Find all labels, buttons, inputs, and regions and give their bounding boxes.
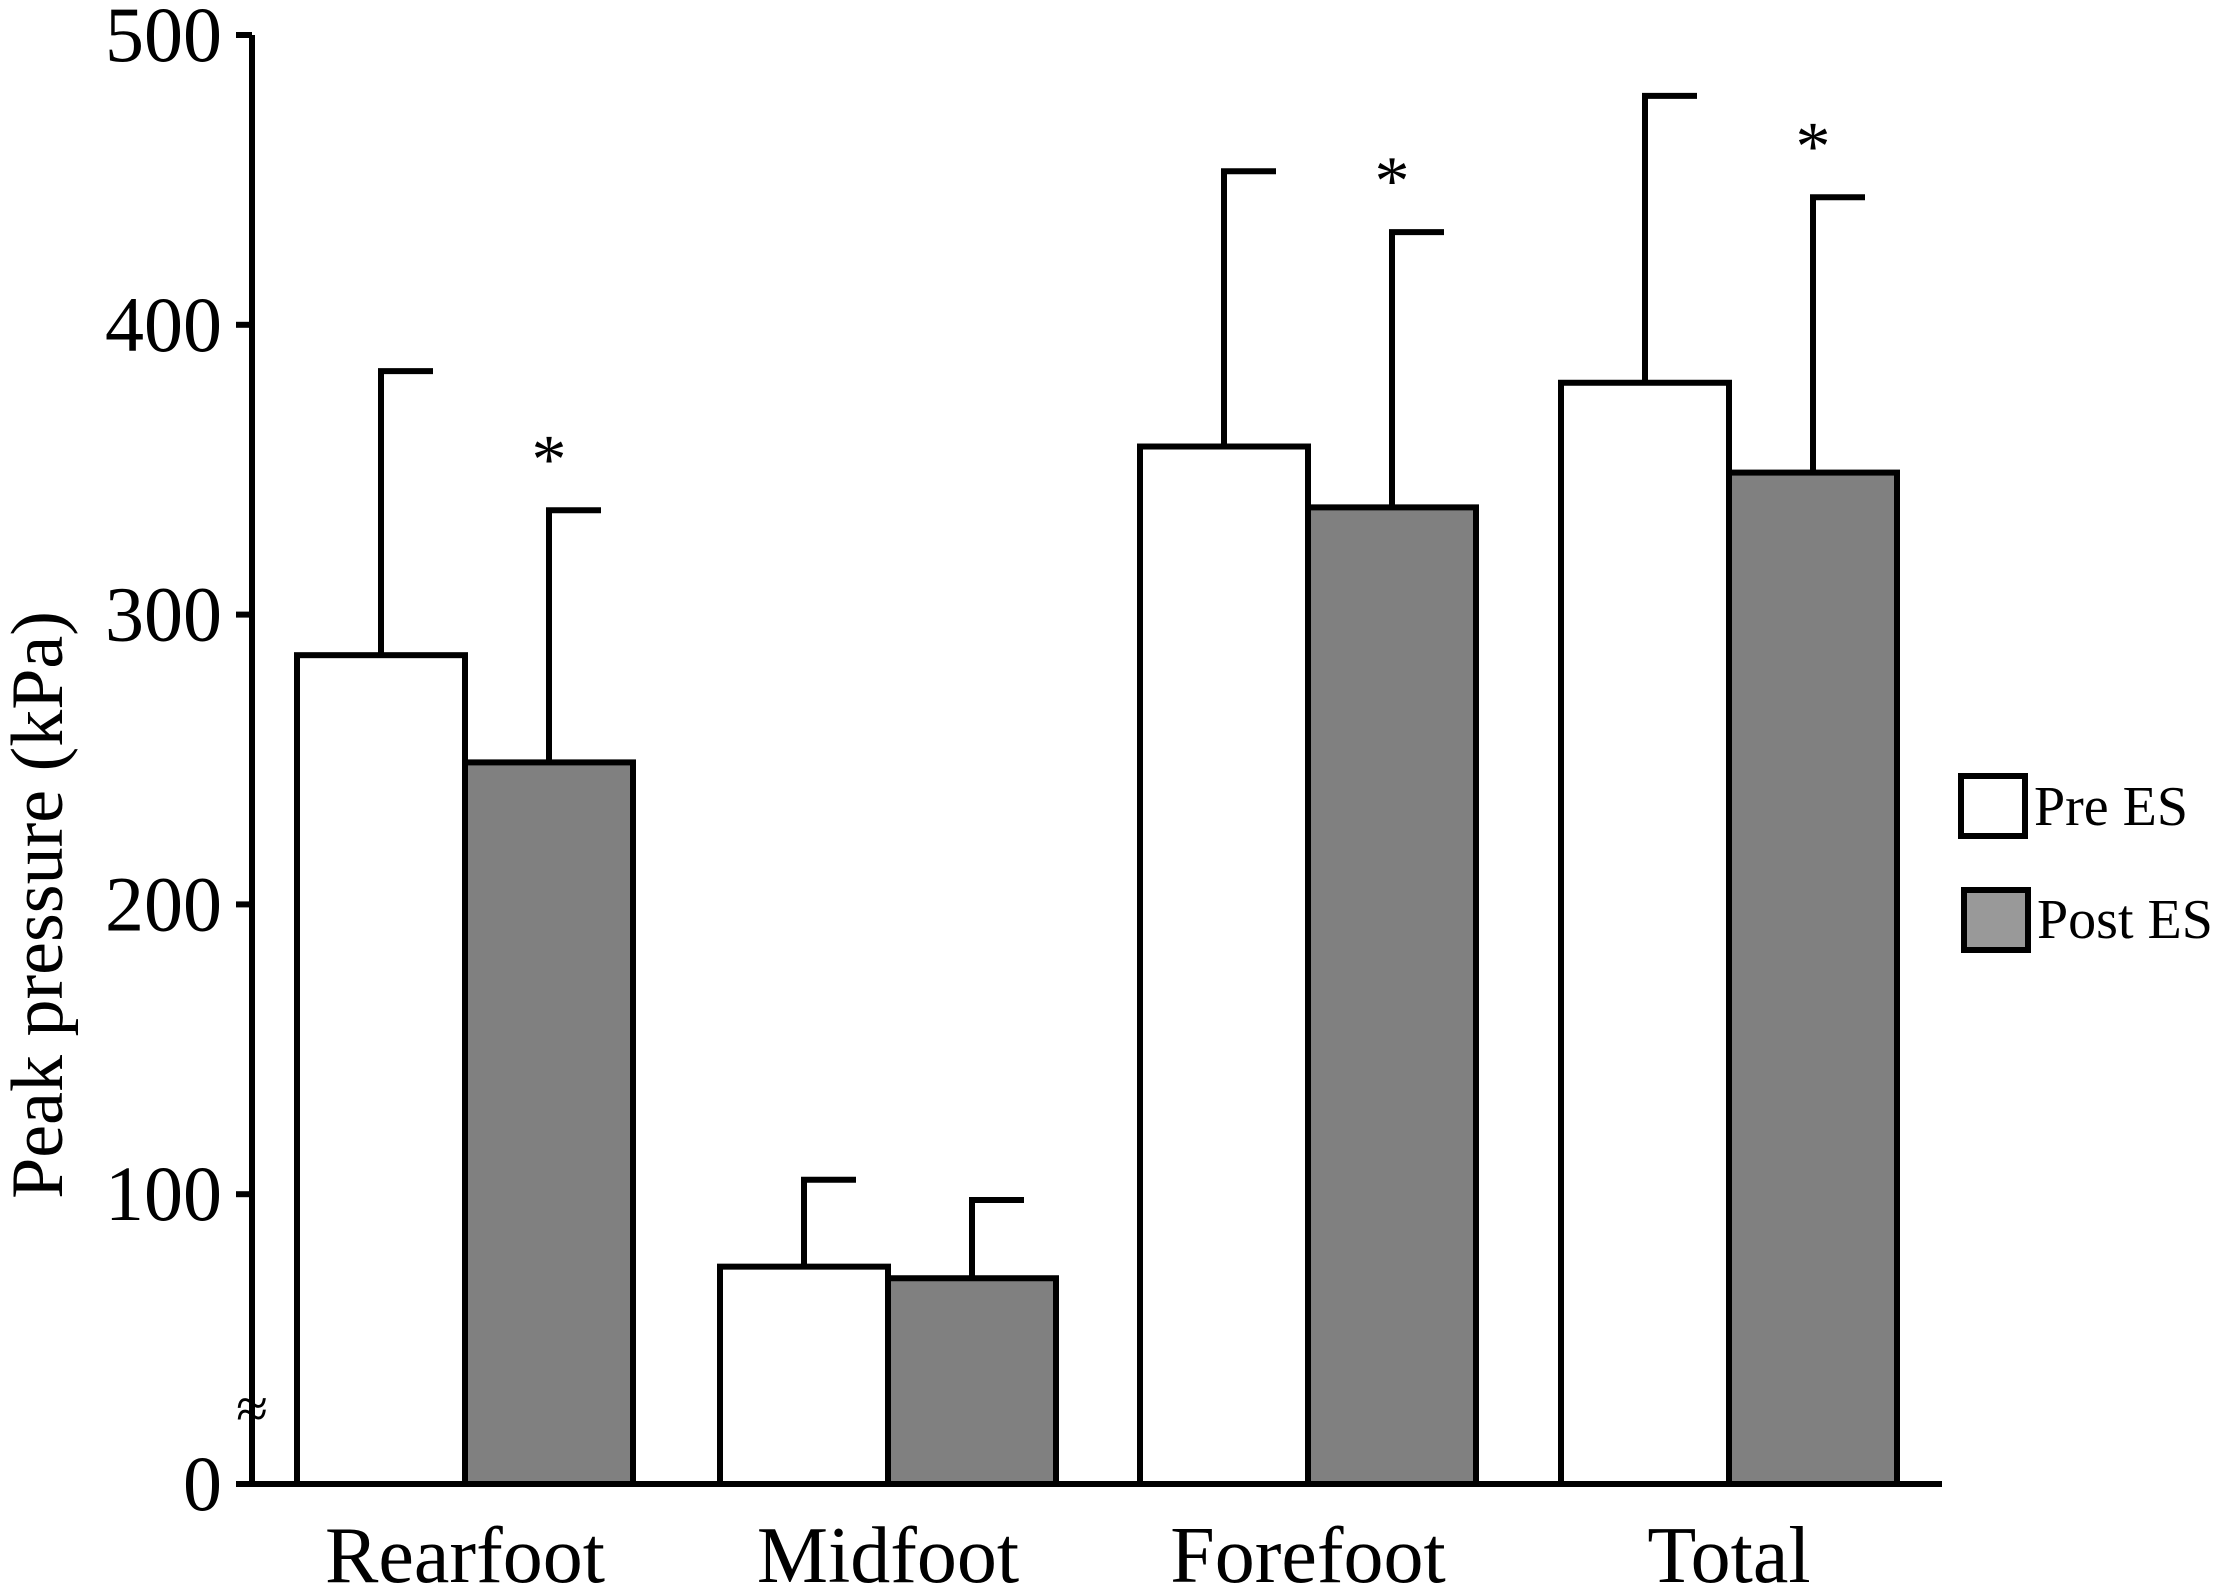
bar-rearfoot-pre bbox=[294, 652, 468, 1487]
y-axis-label: Peak pressure (kPa) bbox=[0, 611, 79, 1199]
y-tick-label: 100 bbox=[105, 1150, 222, 1237]
y-tick-label: 500 bbox=[105, 0, 222, 78]
y-tick-label: 300 bbox=[105, 571, 222, 658]
legend-label-pre: Pre ES bbox=[2034, 776, 2188, 838]
legend: Pre ES Post ES bbox=[1958, 773, 2213, 953]
x-category-label: Midfoot bbox=[757, 1512, 1019, 1591]
legend-label-post: Post ES bbox=[2037, 889, 2213, 951]
significance-marker-total: * bbox=[1796, 108, 1831, 185]
x-category-label: Rearfoot bbox=[325, 1512, 605, 1591]
bar-midfoot-pre bbox=[717, 1263, 891, 1488]
x-category-label: Total bbox=[1647, 1512, 1810, 1591]
y-tick-label: 200 bbox=[105, 860, 222, 947]
significance-marker-rearfoot: * bbox=[532, 421, 567, 498]
legend-swatch-post bbox=[1961, 887, 2031, 953]
error-bar-rearfoot-post bbox=[546, 507, 601, 763]
bar-total-post bbox=[1726, 469, 1900, 1487]
bar-midfoot-post bbox=[885, 1275, 1059, 1487]
error-bar-total-pre bbox=[1642, 92, 1697, 383]
legend-swatch-pre bbox=[1958, 773, 2028, 839]
error-bar-forefoot-post bbox=[1389, 229, 1444, 508]
bar-forefoot-pre bbox=[1137, 443, 1311, 1487]
x-category-label: Forefoot bbox=[1170, 1512, 1446, 1591]
error-bar-forefoot-pre bbox=[1221, 168, 1276, 447]
error-bar-midfoot-post bbox=[969, 1196, 1024, 1279]
significance-marker-forefoot: * bbox=[1375, 143, 1410, 220]
error-bar-rearfoot-pre bbox=[378, 368, 433, 656]
y-tick-label: 0 bbox=[183, 1440, 222, 1527]
bar-total-pre bbox=[1558, 379, 1732, 1487]
y-tick-label: 400 bbox=[105, 281, 222, 368]
bar-forefoot-post bbox=[1305, 504, 1479, 1487]
error-bar-midfoot-pre bbox=[801, 1176, 856, 1267]
bar-rearfoot-post bbox=[462, 759, 636, 1487]
error-bar-total-post bbox=[1810, 194, 1865, 473]
axis-break-symbol: ≈ bbox=[236, 1376, 268, 1441]
